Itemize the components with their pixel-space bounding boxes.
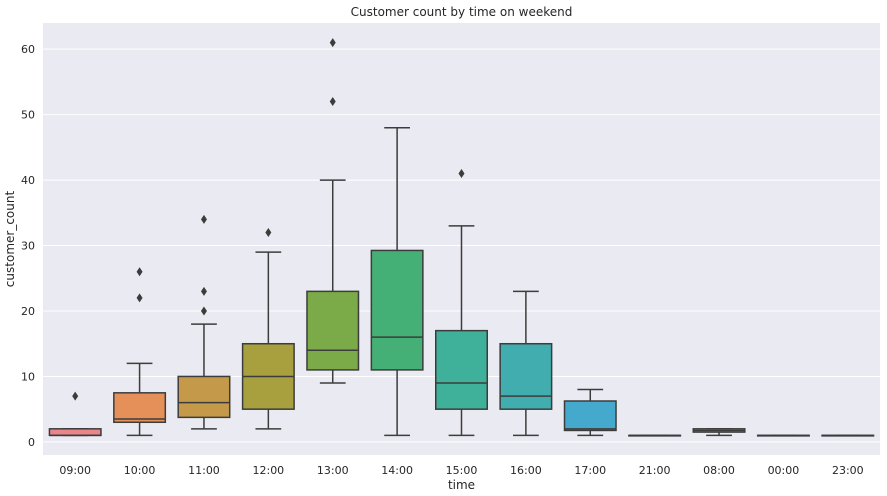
outlier-point <box>200 306 207 316</box>
box-17:00 <box>563 388 617 437</box>
y-tick-label: 30 <box>21 240 35 253</box>
box-14:00 <box>370 126 424 437</box>
x-tick-label: 14:00 <box>381 464 413 477</box>
outlier-point <box>136 293 143 303</box>
box-21:00 <box>628 434 682 437</box>
y-tick-label: 0 <box>28 436 35 449</box>
x-tick-label: 09:00 <box>59 464 91 477</box>
y-tick-label: 50 <box>21 109 35 122</box>
box-08:00 <box>692 428 746 437</box>
x-tick-label: 15:00 <box>446 464 478 477</box>
y-tick-label: 20 <box>21 305 35 318</box>
box-body <box>499 342 553 410</box>
x-axis-ticks: 09:00 10:00 11:00 12:00 13:00 14:00 15:00 16:00… <box>59 464 863 477</box>
box-16:00 <box>499 290 553 437</box>
box-body <box>434 329 489 410</box>
box-body <box>370 249 424 371</box>
box-body <box>563 400 617 432</box>
box-body <box>306 290 360 371</box>
box-body <box>177 375 231 419</box>
x-tick-label: 21:00 <box>639 464 671 477</box>
x-tick-label: 11:00 <box>188 464 220 477</box>
outlier-point <box>265 227 272 237</box>
box-11:00 <box>177 214 231 430</box>
x-axis-label: time <box>448 478 475 492</box>
x-tick-label: 13:00 <box>317 464 349 477</box>
box-23:00 <box>821 434 875 437</box>
x-tick-label: 12:00 <box>252 464 284 477</box>
x-tick-label: 00:00 <box>768 464 800 477</box>
box-15:00 <box>434 169 489 437</box>
y-tick-label: 40 <box>21 174 35 187</box>
outlier-point <box>329 38 336 48</box>
y-tick-label: 10 <box>21 370 35 383</box>
y-axis-label: customer_count <box>3 191 17 288</box>
x-tick-label: 17:00 <box>574 464 606 477</box>
box-body <box>48 428 102 437</box>
outlier-point <box>200 286 207 296</box>
outlier-point <box>72 391 79 401</box>
y-axis-ticks: 0 10 20 30 40 50 60 <box>21 43 35 449</box>
box-09:00 <box>48 391 102 437</box>
outlier-point <box>136 267 143 277</box>
y-tick-label: 60 <box>21 43 35 56</box>
x-tick-label: 10:00 <box>124 464 156 477</box>
outlier-point <box>200 214 207 224</box>
box-10:00 <box>113 267 167 437</box>
outlier-point <box>329 97 336 107</box>
outlier-point <box>458 169 465 179</box>
box-series <box>48 38 875 437</box>
box-00:00 <box>756 434 810 437</box>
box-13:00 <box>306 38 360 384</box>
x-tick-label: 08:00 <box>703 464 735 477</box>
x-tick-label: 23:00 <box>832 464 864 477</box>
box-12:00 <box>241 227 295 430</box>
box-body <box>113 392 167 424</box>
x-tick-label: 16:00 <box>510 464 542 477</box>
chart-title: Customer count by time on weekend <box>351 5 573 19</box>
